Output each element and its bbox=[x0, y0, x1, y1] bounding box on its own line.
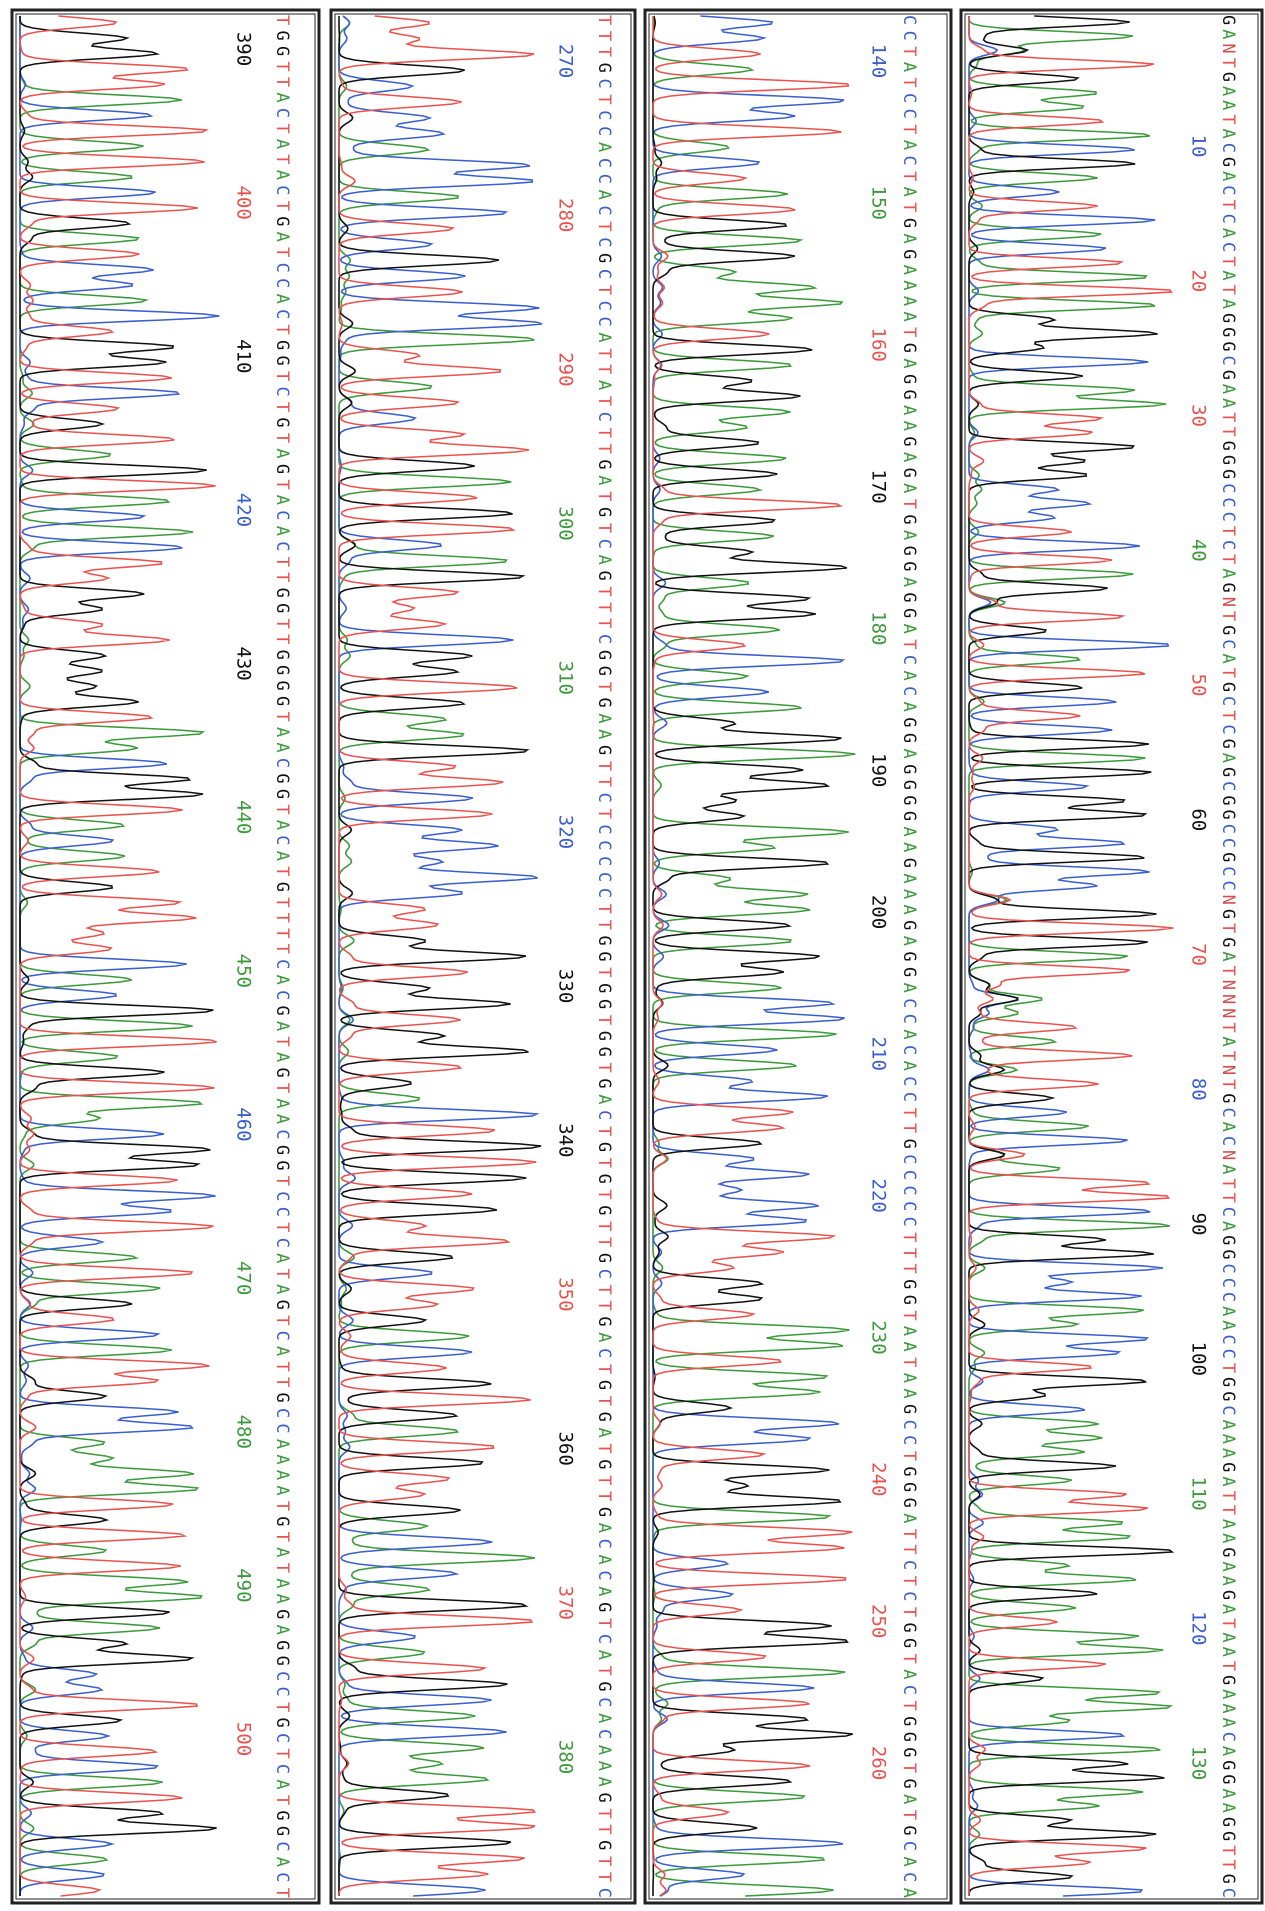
position-label: 290 bbox=[555, 352, 577, 386]
position-label: 100 bbox=[1188, 1342, 1210, 1376]
position-label: 50 bbox=[1188, 674, 1210, 697]
trace-G bbox=[652, 15, 853, 1896]
position-label: 370 bbox=[555, 1586, 577, 1620]
trace-T bbox=[968, 16, 1174, 1896]
panel: GANTGAATACGACTCACTATAGGGCGAATTGGGCCCTCTA… bbox=[959, 8, 1264, 1905]
panel-border bbox=[329, 8, 637, 1905]
position-label: 500 bbox=[233, 1722, 255, 1756]
position-label: 450 bbox=[233, 954, 255, 988]
position-label: 330 bbox=[555, 969, 577, 1003]
position-label: 430 bbox=[233, 646, 255, 680]
panel: CCTATCCTACTATGAGAAAATGAGGAAGAGATGAGGAGGA… bbox=[643, 8, 953, 1905]
position-label: 360 bbox=[555, 1431, 577, 1465]
position-label: 20 bbox=[1188, 269, 1210, 292]
position-label: 460 bbox=[233, 1107, 255, 1141]
position-label: 200 bbox=[868, 895, 890, 929]
panel: TGGTTACTATACTGATCCACTGGTCTGTAGTACACTTGGT… bbox=[10, 8, 321, 1905]
position-label: 130 bbox=[1188, 1746, 1210, 1780]
position-label: 30 bbox=[1188, 404, 1210, 427]
position-label: 70 bbox=[1188, 943, 1210, 966]
trace-T bbox=[652, 16, 853, 1897]
position-label: 420 bbox=[233, 493, 255, 527]
position-label: 480 bbox=[233, 1415, 255, 1449]
position-label: 380 bbox=[555, 1740, 577, 1774]
position-label: 120 bbox=[1188, 1611, 1210, 1645]
position-label: 270 bbox=[555, 44, 577, 78]
trace-A bbox=[968, 16, 1174, 1896]
position-label: 240 bbox=[868, 1462, 890, 1496]
panel-border-inner bbox=[964, 13, 1259, 1900]
trace-T bbox=[19, 15, 217, 1897]
position-label: 260 bbox=[868, 1746, 890, 1780]
position-label: 490 bbox=[233, 1568, 255, 1602]
panel-border bbox=[643, 8, 953, 1905]
panel-border bbox=[10, 8, 321, 1905]
trace-T bbox=[338, 15, 537, 1897]
position-label: 390 bbox=[233, 32, 255, 66]
position-label: 320 bbox=[555, 815, 577, 849]
trace-G bbox=[968, 15, 1175, 1897]
position-label: 10 bbox=[1188, 135, 1210, 158]
trace-A bbox=[652, 15, 856, 1897]
position-label: 60 bbox=[1188, 808, 1210, 831]
position-label: 140 bbox=[868, 44, 890, 78]
panel-border bbox=[959, 8, 1264, 1905]
panel-border-inner bbox=[334, 13, 632, 1900]
base-sequence: TGGTTACTATACTGATCCACTGGTCTGTAGTACACTTGGT… bbox=[272, 15, 292, 1898]
position-label: 170 bbox=[868, 469, 890, 503]
position-label: 410 bbox=[233, 339, 255, 373]
base-sequence: TTTGCTCCACCACTCGCTCCATTATCTTGATGTCAGTTTC… bbox=[594, 15, 614, 1898]
position-label: 90 bbox=[1188, 1213, 1210, 1236]
position-label: 150 bbox=[868, 186, 890, 220]
trace-C bbox=[968, 16, 1170, 1897]
base-sequence: CCTATCCTACTATGAGAAAATGAGGAAGAGATGAGGAGGA… bbox=[899, 15, 919, 1898]
position-label: 190 bbox=[868, 753, 890, 787]
position-label: 340 bbox=[555, 1123, 577, 1157]
trace-C bbox=[652, 15, 846, 1897]
position-label: 230 bbox=[868, 1320, 890, 1354]
position-label: 300 bbox=[555, 506, 577, 540]
trace-C bbox=[338, 15, 543, 1897]
position-label: 470 bbox=[233, 1261, 255, 1295]
position-label: 350 bbox=[555, 1277, 577, 1311]
position-label: 310 bbox=[555, 661, 577, 695]
position-label: 160 bbox=[868, 328, 890, 362]
position-label: 440 bbox=[233, 800, 255, 834]
position-label: 210 bbox=[868, 1037, 890, 1071]
position-label: 280 bbox=[555, 198, 577, 232]
position-label: 180 bbox=[868, 611, 890, 645]
position-label: 220 bbox=[868, 1179, 890, 1213]
trace-G bbox=[338, 16, 542, 1896]
panel-border-inner bbox=[15, 13, 316, 1900]
position-label: 110 bbox=[1188, 1476, 1210, 1510]
base-sequence: GANTGAATACGACTCACTATAGGGCGAATTGGGCCCTCTA… bbox=[1218, 15, 1238, 1898]
position-label: 40 bbox=[1188, 539, 1210, 562]
panel-border-inner bbox=[648, 13, 948, 1900]
position-label: 250 bbox=[868, 1604, 890, 1638]
position-label: 80 bbox=[1188, 1078, 1210, 1101]
position-label: 400 bbox=[233, 185, 255, 219]
panel: TTTGCTCCACCACTCGCTCCATTATCTTGATGTCAGTTTC… bbox=[329, 8, 637, 1905]
